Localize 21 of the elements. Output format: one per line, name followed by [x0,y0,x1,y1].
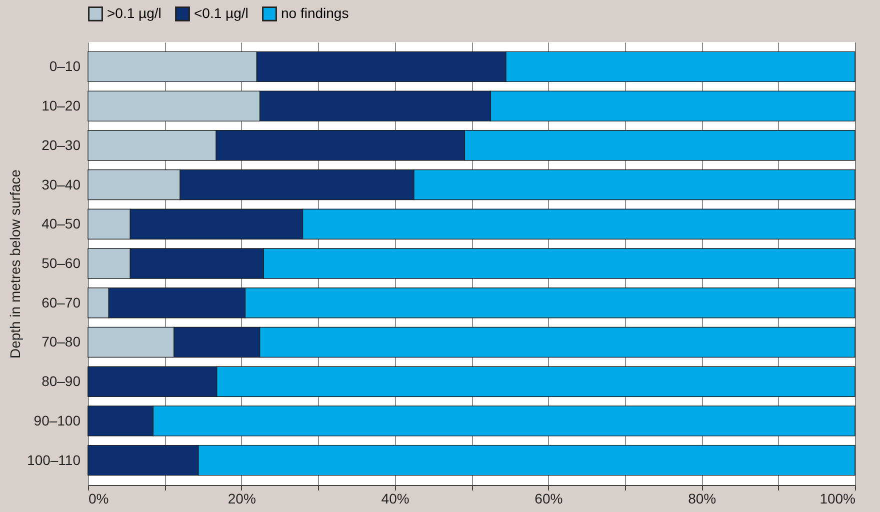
x-tick-label: 20% [228,490,256,506]
legend-label: >0.1 µg/l [107,4,162,21]
y-tick-label: 60–70 [42,294,81,310]
legend-label: <0.1 µg/l [194,4,248,21]
y-axis-title: Depth in metres below surface [7,169,24,359]
y-tick-label: 30–40 [42,176,81,192]
y-tick-label: 70–80 [42,334,81,350]
y-tick-label: 0–10 [49,58,81,74]
x-tick-label: 80% [688,490,716,506]
y-tick-label: 20–30 [42,136,81,153]
y-tick-label: 10–20 [42,98,81,114]
y-tick-label: 100–110 [27,452,81,468]
y-tick-label: 50–60 [42,255,81,271]
y-tick-label: 80–90 [42,373,81,390]
x-tick-label: 60% [534,490,563,506]
x-tick-label: 100% [820,490,856,506]
x-tick-label: 40% [381,490,410,506]
legend-label: no findings [281,4,349,21]
y-tick-label: 40–50 [42,216,81,232]
y-tick-label: 90–100 [34,412,81,428]
x-tick-label: 0% [88,490,109,506]
